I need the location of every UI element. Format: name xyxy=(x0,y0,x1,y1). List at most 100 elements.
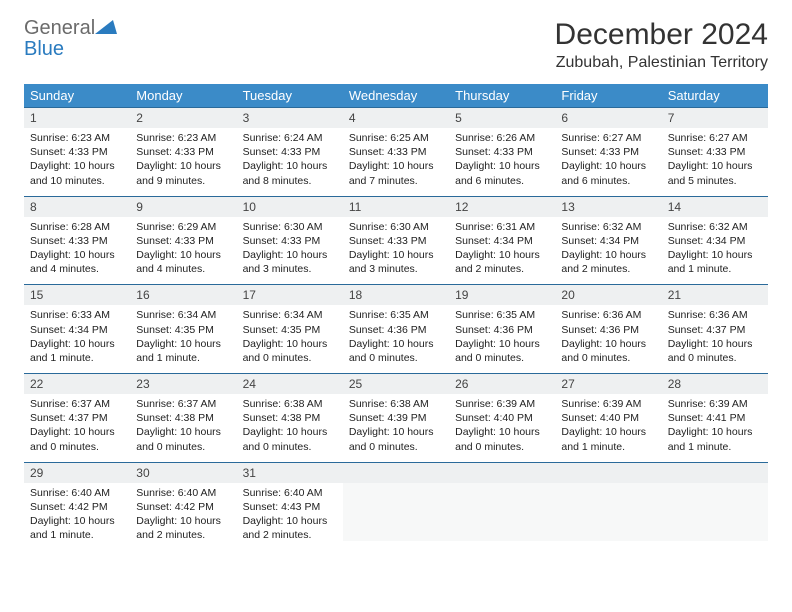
logo-general: General xyxy=(24,17,95,39)
day-content: Sunrise: 6:38 AMSunset: 4:39 PMDaylight:… xyxy=(343,394,449,462)
daylight-line: Daylight: 10 hours and 0 minutes. xyxy=(243,337,337,365)
day-number: 7 xyxy=(662,107,768,128)
day-number: 2 xyxy=(130,107,236,128)
day-number: 21 xyxy=(662,284,768,305)
calendar-row: 29Sunrise: 6:40 AMSunset: 4:42 PMDayligh… xyxy=(24,462,768,551)
day-cell: 5Sunrise: 6:26 AMSunset: 4:33 PMDaylight… xyxy=(449,107,555,196)
sunset-line: Sunset: 4:42 PM xyxy=(136,500,230,514)
daylight-line: Daylight: 10 hours and 0 minutes. xyxy=(243,425,337,453)
day-content: Sunrise: 6:39 AMSunset: 4:41 PMDaylight:… xyxy=(662,394,768,462)
daylight-line: Daylight: 10 hours and 10 minutes. xyxy=(30,159,124,187)
weekday-header: Tuesday xyxy=(237,84,343,107)
calendar-row: 22Sunrise: 6:37 AMSunset: 4:37 PMDayligh… xyxy=(24,373,768,462)
day-number: 13 xyxy=(555,196,661,217)
sunset-line: Sunset: 4:33 PM xyxy=(30,234,124,248)
sunset-line: Sunset: 4:33 PM xyxy=(561,145,655,159)
daylight-line: Daylight: 10 hours and 7 minutes. xyxy=(349,159,443,187)
day-number: 18 xyxy=(343,284,449,305)
daylight-line: Daylight: 10 hours and 2 minutes. xyxy=(455,248,549,276)
sunset-line: Sunset: 4:39 PM xyxy=(349,411,443,425)
day-content: Sunrise: 6:37 AMSunset: 4:37 PMDaylight:… xyxy=(24,394,130,462)
day-number xyxy=(343,462,449,483)
sunset-line: Sunset: 4:33 PM xyxy=(136,234,230,248)
day-cell: 6Sunrise: 6:27 AMSunset: 4:33 PMDaylight… xyxy=(555,107,661,196)
header: General Blue December 2024 Zububah, Pale… xyxy=(24,18,768,72)
day-content xyxy=(662,483,768,541)
day-number: 26 xyxy=(449,373,555,394)
day-cell: 1Sunrise: 6:23 AMSunset: 4:33 PMDaylight… xyxy=(24,107,130,196)
day-content: Sunrise: 6:34 AMSunset: 4:35 PMDaylight:… xyxy=(237,305,343,373)
sunrise-line: Sunrise: 6:36 AM xyxy=(668,308,762,322)
day-number: 16 xyxy=(130,284,236,305)
day-number: 29 xyxy=(24,462,130,483)
day-cell: 25Sunrise: 6:38 AMSunset: 4:39 PMDayligh… xyxy=(343,373,449,462)
sunset-line: Sunset: 4:35 PM xyxy=(243,323,337,337)
day-number xyxy=(555,462,661,483)
day-cell: 17Sunrise: 6:34 AMSunset: 4:35 PMDayligh… xyxy=(237,284,343,373)
day-content: Sunrise: 6:34 AMSunset: 4:35 PMDaylight:… xyxy=(130,305,236,373)
day-content xyxy=(449,483,555,541)
day-cell: 15Sunrise: 6:33 AMSunset: 4:34 PMDayligh… xyxy=(24,284,130,373)
sunrise-line: Sunrise: 6:29 AM xyxy=(136,220,230,234)
sunrise-line: Sunrise: 6:39 AM xyxy=(668,397,762,411)
day-cell: 10Sunrise: 6:30 AMSunset: 4:33 PMDayligh… xyxy=(237,196,343,285)
daylight-line: Daylight: 10 hours and 0 minutes. xyxy=(455,337,549,365)
day-content: Sunrise: 6:36 AMSunset: 4:36 PMDaylight:… xyxy=(555,305,661,373)
empty-cell xyxy=(343,462,449,551)
day-number: 8 xyxy=(24,196,130,217)
sunrise-line: Sunrise: 6:35 AM xyxy=(455,308,549,322)
sunrise-line: Sunrise: 6:32 AM xyxy=(561,220,655,234)
weekday-header: Monday xyxy=(130,84,236,107)
day-cell: 13Sunrise: 6:32 AMSunset: 4:34 PMDayligh… xyxy=(555,196,661,285)
day-cell: 21Sunrise: 6:36 AMSunset: 4:37 PMDayligh… xyxy=(662,284,768,373)
day-content: Sunrise: 6:24 AMSunset: 4:33 PMDaylight:… xyxy=(237,128,343,196)
calendar-body: 1Sunrise: 6:23 AMSunset: 4:33 PMDaylight… xyxy=(24,107,768,550)
logo-text-block: General Blue xyxy=(24,18,117,60)
day-number: 24 xyxy=(237,373,343,394)
title-block: December 2024 Zububah, Palestinian Terri… xyxy=(555,18,768,72)
day-content: Sunrise: 6:23 AMSunset: 4:33 PMDaylight:… xyxy=(130,128,236,196)
day-number xyxy=(662,462,768,483)
sunset-line: Sunset: 4:35 PM xyxy=(136,323,230,337)
sunset-line: Sunset: 4:37 PM xyxy=(30,411,124,425)
daylight-line: Daylight: 10 hours and 6 minutes. xyxy=(455,159,549,187)
day-cell: 9Sunrise: 6:29 AMSunset: 4:33 PMDaylight… xyxy=(130,196,236,285)
day-number: 22 xyxy=(24,373,130,394)
sunrise-line: Sunrise: 6:27 AM xyxy=(668,131,762,145)
sunrise-line: Sunrise: 6:26 AM xyxy=(455,131,549,145)
calendar-table: SundayMondayTuesdayWednesdayThursdayFrid… xyxy=(24,84,768,550)
sunset-line: Sunset: 4:33 PM xyxy=(668,145,762,159)
sunset-line: Sunset: 4:42 PM xyxy=(30,500,124,514)
day-number: 4 xyxy=(343,107,449,128)
daylight-line: Daylight: 10 hours and 8 minutes. xyxy=(243,159,337,187)
day-content: Sunrise: 6:25 AMSunset: 4:33 PMDaylight:… xyxy=(343,128,449,196)
daylight-line: Daylight: 10 hours and 5 minutes. xyxy=(668,159,762,187)
day-content: Sunrise: 6:39 AMSunset: 4:40 PMDaylight:… xyxy=(449,394,555,462)
weekday-header: Sunday xyxy=(24,84,130,107)
daylight-line: Daylight: 10 hours and 0 minutes. xyxy=(561,337,655,365)
sunset-line: Sunset: 4:36 PM xyxy=(561,323,655,337)
sunrise-line: Sunrise: 6:39 AM xyxy=(561,397,655,411)
sunrise-line: Sunrise: 6:33 AM xyxy=(30,308,124,322)
day-content: Sunrise: 6:38 AMSunset: 4:38 PMDaylight:… xyxy=(237,394,343,462)
day-cell: 12Sunrise: 6:31 AMSunset: 4:34 PMDayligh… xyxy=(449,196,555,285)
day-content: Sunrise: 6:30 AMSunset: 4:33 PMDaylight:… xyxy=(237,217,343,285)
sunset-line: Sunset: 4:33 PM xyxy=(349,234,443,248)
location: Zububah, Palestinian Territory xyxy=(555,54,768,72)
sunset-line: Sunset: 4:43 PM xyxy=(243,500,337,514)
weekday-row: SundayMondayTuesdayWednesdayThursdayFrid… xyxy=(24,84,768,107)
day-number: 6 xyxy=(555,107,661,128)
day-number: 11 xyxy=(343,196,449,217)
day-number: 12 xyxy=(449,196,555,217)
day-content: Sunrise: 6:26 AMSunset: 4:33 PMDaylight:… xyxy=(449,128,555,196)
daylight-line: Daylight: 10 hours and 1 minute. xyxy=(136,337,230,365)
sunset-line: Sunset: 4:34 PM xyxy=(668,234,762,248)
day-content: Sunrise: 6:35 AMSunset: 4:36 PMDaylight:… xyxy=(343,305,449,373)
day-number xyxy=(449,462,555,483)
daylight-line: Daylight: 10 hours and 2 minutes. xyxy=(136,514,230,542)
sunset-line: Sunset: 4:33 PM xyxy=(243,234,337,248)
day-content: Sunrise: 6:40 AMSunset: 4:43 PMDaylight:… xyxy=(237,483,343,551)
day-content: Sunrise: 6:32 AMSunset: 4:34 PMDaylight:… xyxy=(662,217,768,285)
sunset-line: Sunset: 4:38 PM xyxy=(136,411,230,425)
day-number: 28 xyxy=(662,373,768,394)
